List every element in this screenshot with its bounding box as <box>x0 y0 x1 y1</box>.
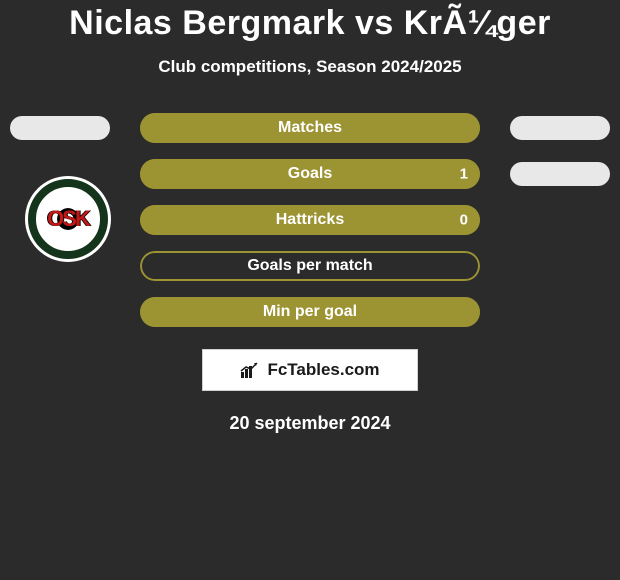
comparison-bar: Hattricks 0 <box>140 205 480 235</box>
comparison-bar: Min per goal <box>140 297 480 327</box>
stat-row: Matches <box>0 105 620 151</box>
bar-label: Hattricks <box>276 211 344 229</box>
bar-value-right: 0 <box>460 212 468 229</box>
page-title: Niclas Bergmark vs KrÃ¼ger <box>0 4 620 43</box>
left-value-pill <box>10 116 110 140</box>
brand-text: FcTables.com <box>267 360 379 380</box>
bar-label: Matches <box>278 119 342 137</box>
right-value-pill <box>510 162 610 186</box>
comparison-bar: Matches <box>140 113 480 143</box>
chart-icon <box>240 361 262 379</box>
bar-label: Goals per match <box>247 257 372 275</box>
subtitle: Club competitions, Season 2024/2025 <box>0 57 620 77</box>
left-player-badge: OSK <box>18 176 118 262</box>
right-value-pill <box>510 116 610 140</box>
comparison-bar: Goals per match <box>140 251 480 281</box>
bar-label: Min per goal <box>263 303 357 321</box>
brand-box[interactable]: FcTables.com <box>202 349 418 391</box>
bar-value-right: 1 <box>460 166 468 183</box>
comparison-bar: Goals 1 <box>140 159 480 189</box>
stat-row: Min per goal <box>0 289 620 335</box>
bar-label: Goals <box>288 165 332 183</box>
date: 20 september 2024 <box>0 413 620 434</box>
badge-text: OSK <box>47 206 89 232</box>
